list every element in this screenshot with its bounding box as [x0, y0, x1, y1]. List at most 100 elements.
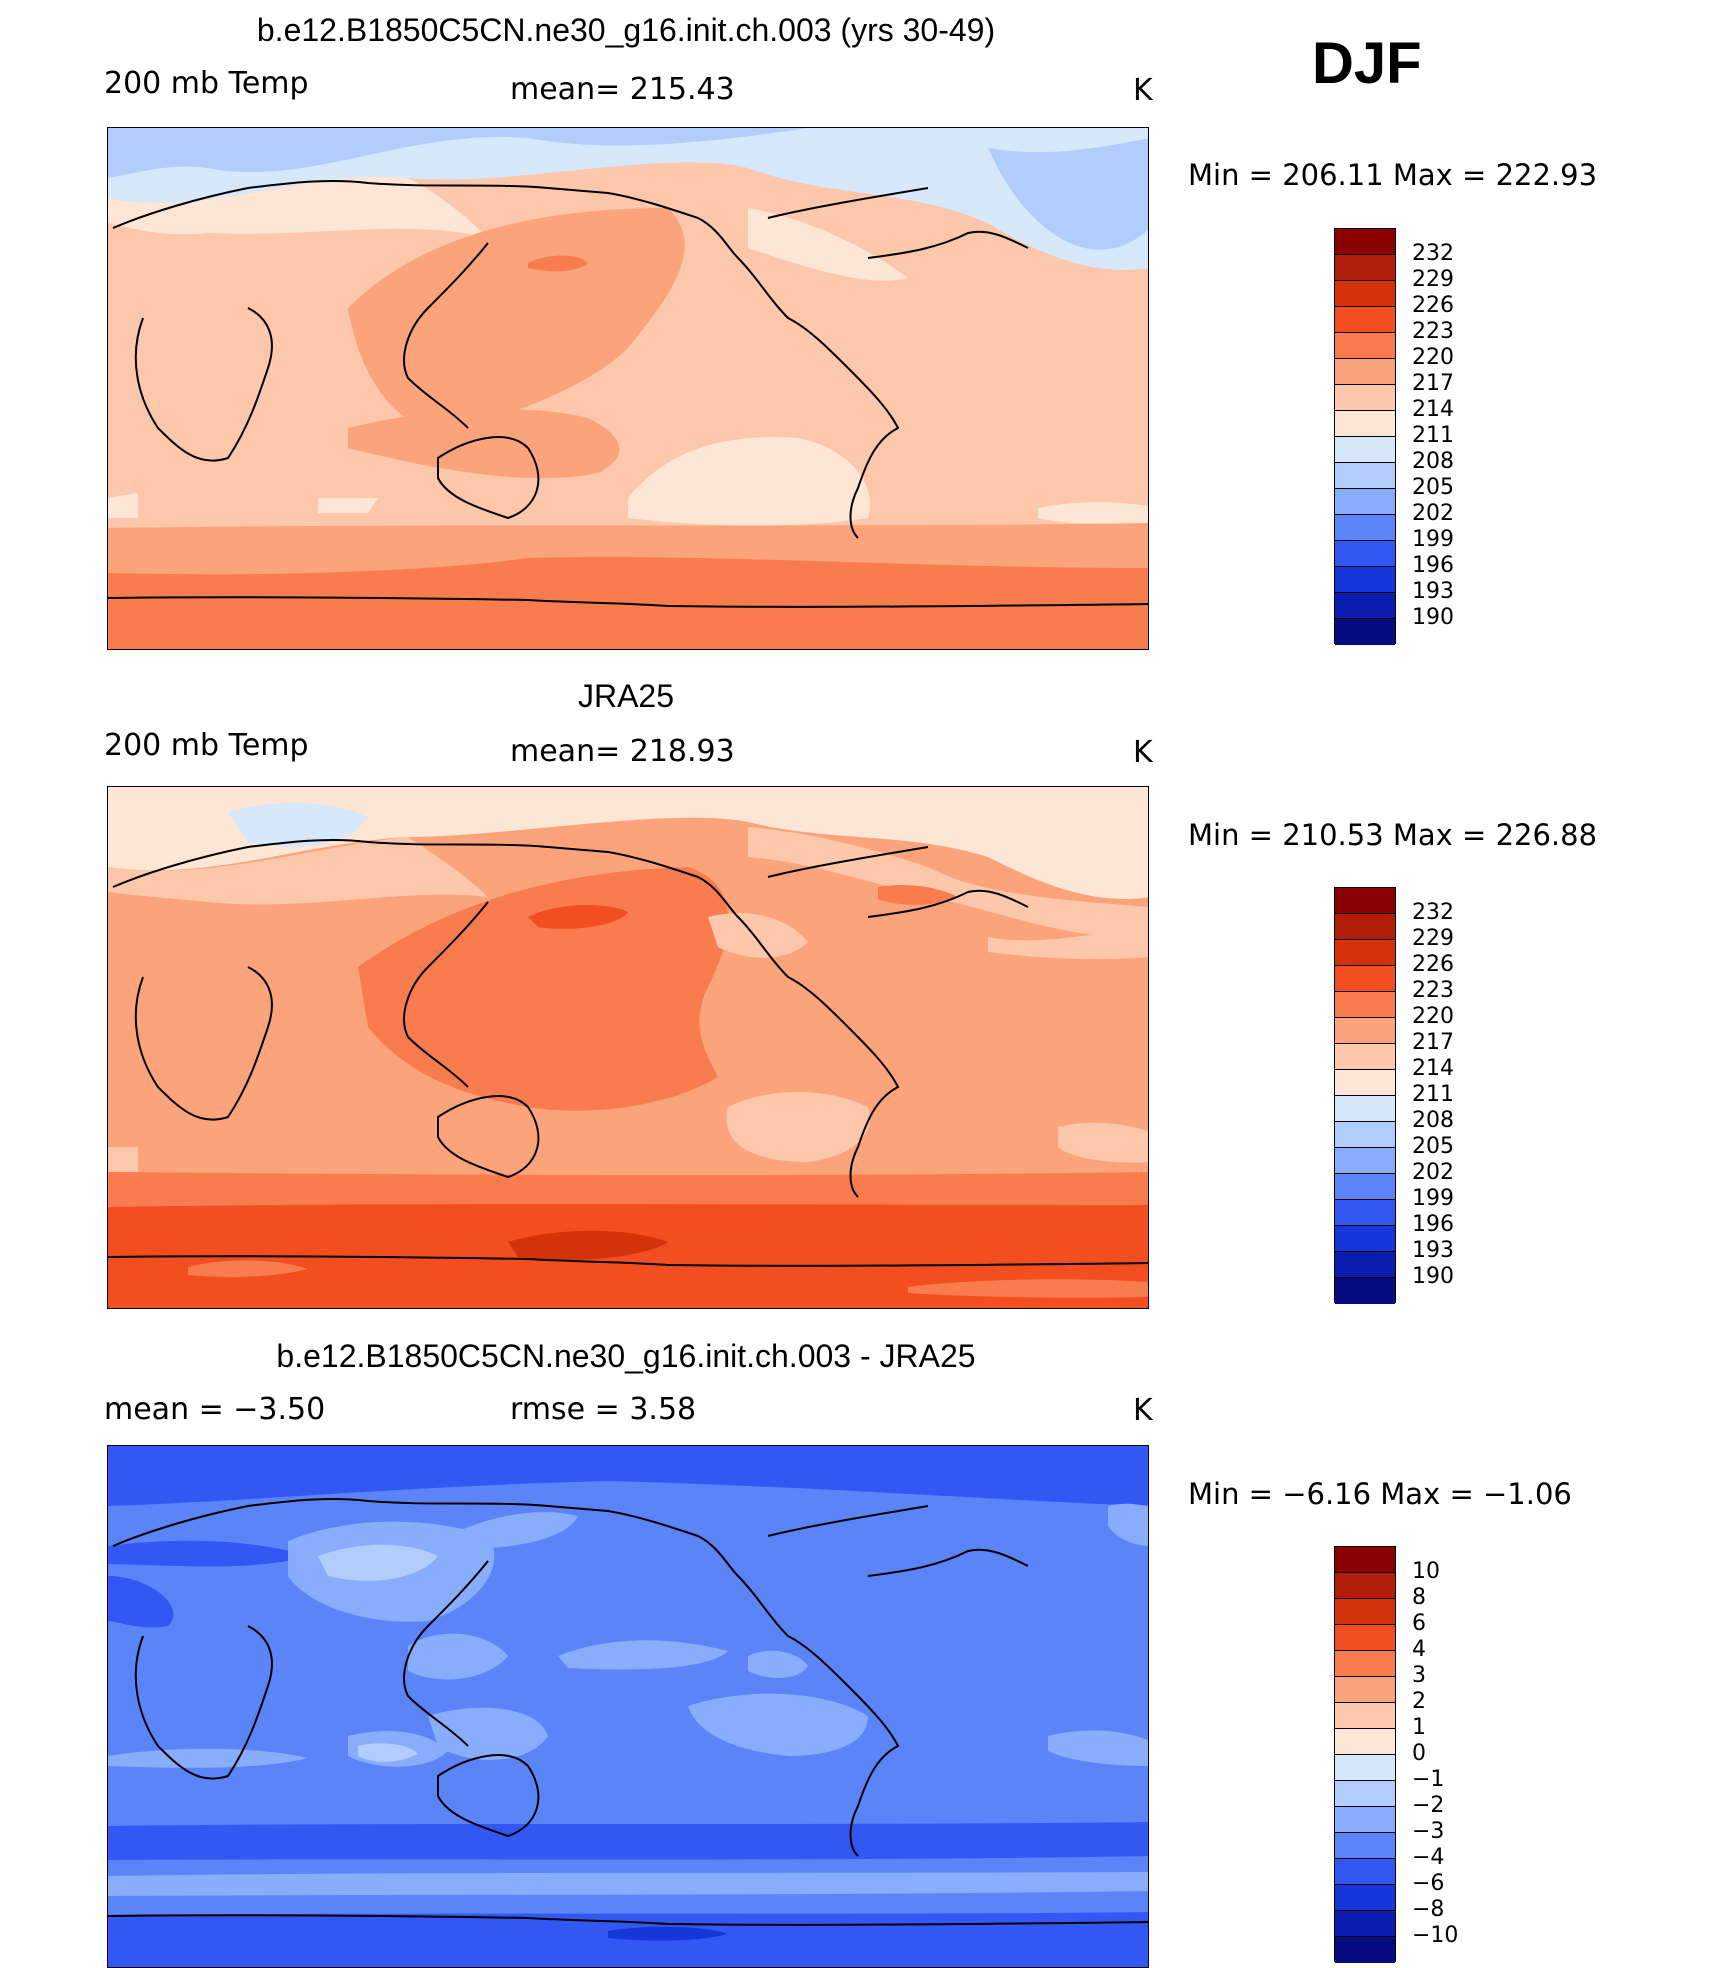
panel-2-map [107, 786, 1149, 1309]
panel-2-field-label: 200 mb Temp [104, 728, 309, 763]
colorbar-tick-label: −6 [1412, 1871, 1445, 1896]
panel-1-colorbar [1334, 228, 1396, 645]
colorbar-tick-label: 193 [1412, 1238, 1454, 1263]
colorbar-swatch [1335, 1677, 1395, 1703]
colorbar-tick-label: 208 [1412, 1108, 1454, 1133]
colorbar-swatch [1335, 255, 1395, 281]
colorbar-tick-label: −2 [1412, 1793, 1445, 1818]
colorbar-tick-label: 199 [1412, 1186, 1454, 1211]
colorbar-swatch [1335, 966, 1395, 992]
colorbar-swatch [1335, 489, 1395, 515]
colorbar-swatch [1335, 385, 1395, 411]
colorbar-swatch [1335, 359, 1395, 385]
colorbar-swatch [1335, 437, 1395, 463]
colorbar-swatch [1335, 1859, 1395, 1885]
panel-1-mean-label: mean= 215.43 [510, 72, 735, 107]
colorbar-swatch [1335, 1781, 1395, 1807]
colorbar-swatch [1335, 1018, 1395, 1044]
colorbar-tick-label: 223 [1412, 319, 1454, 344]
colorbar-tick-label: 217 [1412, 1030, 1454, 1055]
colorbar-tick-label: 214 [1412, 1056, 1454, 1081]
colorbar-tick-label: 220 [1412, 345, 1454, 370]
panel-2-units: K [1133, 735, 1153, 770]
colorbar-swatch [1335, 567, 1395, 593]
colorbar-swatch [1335, 1885, 1395, 1911]
panel-3-minmax: Min = −6.16 Max = −1.06 [1188, 1477, 1572, 1511]
colorbar-tick-label: −8 [1412, 1897, 1445, 1922]
colorbar-tick-label: 214 [1412, 397, 1454, 422]
colorbar-tick-label: 211 [1412, 1082, 1454, 1107]
colorbar-tick-label: 232 [1412, 241, 1454, 266]
colorbar-tick-label: 229 [1412, 926, 1454, 951]
colorbar-tick-label: 232 [1412, 900, 1454, 925]
panel-1-units: K [1133, 73, 1153, 108]
colorbar-swatch [1335, 1122, 1395, 1148]
colorbar-swatch [1335, 1911, 1395, 1937]
panel-3-mean-label: mean = −3.50 [104, 1392, 326, 1427]
panel-1-map [107, 127, 1149, 650]
colorbar-swatch [1335, 1148, 1395, 1174]
colorbar-tick-label: −10 [1412, 1923, 1459, 1948]
colorbar-swatch [1335, 1703, 1395, 1729]
colorbar-tick-label: 190 [1412, 1264, 1454, 1289]
colorbar-tick-label: 220 [1412, 1004, 1454, 1029]
colorbar-swatch [1335, 1755, 1395, 1781]
colorbar-swatch [1335, 1200, 1395, 1226]
colorbar-swatch [1335, 1573, 1395, 1599]
colorbar-tick-label: 208 [1412, 449, 1454, 474]
panel-3-title: b.e12.B1850C5CN.ne30_g16.init.ch.003 - J… [276, 1338, 976, 1374]
colorbar-tick-label: 211 [1412, 423, 1454, 448]
colorbar-tick-label: 196 [1412, 1212, 1454, 1237]
colorbar-tick-label: 3 [1412, 1663, 1426, 1688]
colorbar-tick-label: 0 [1412, 1741, 1426, 1766]
colorbar-tick-label: 229 [1412, 267, 1454, 292]
colorbar-swatch [1335, 1833, 1395, 1859]
colorbar-swatch [1335, 1547, 1395, 1573]
panel-1-minmax: Min = 206.11 Max = 222.93 [1188, 158, 1598, 192]
colorbar-swatch [1335, 1174, 1395, 1200]
colorbar-swatch [1335, 593, 1395, 619]
colorbar-swatch [1335, 1807, 1395, 1833]
colorbar-swatch [1335, 333, 1395, 359]
colorbar-swatch [1335, 229, 1395, 255]
colorbar-swatch [1335, 1729, 1395, 1755]
colorbar-tick-label: 223 [1412, 978, 1454, 1003]
panel-3-map [107, 1445, 1149, 1968]
panel-3-units: K [1133, 1393, 1153, 1428]
colorbar-swatch [1335, 281, 1395, 307]
colorbar-swatch [1335, 619, 1395, 645]
colorbar-swatch [1335, 1226, 1395, 1252]
panel-2-title: JRA25 [577, 678, 675, 714]
colorbar-swatch [1335, 1044, 1395, 1070]
colorbar-swatch [1335, 541, 1395, 567]
colorbar-swatch [1335, 940, 1395, 966]
colorbar-swatch [1335, 1096, 1395, 1122]
colorbar-tick-label: −1 [1412, 1767, 1445, 1792]
panel-2-minmax: Min = 210.53 Max = 226.88 [1188, 818, 1598, 852]
colorbar-swatch [1335, 1252, 1395, 1278]
panel-2-mean-label: mean= 218.93 [510, 734, 735, 769]
colorbar-tick-label: −4 [1412, 1845, 1445, 1870]
panel-3-rmse-label: rmse = 3.58 [510, 1392, 697, 1427]
colorbar-swatch [1335, 1070, 1395, 1096]
colorbar-tick-label: 2 [1412, 1689, 1426, 1714]
colorbar-swatch [1335, 515, 1395, 541]
colorbar-swatch [1335, 914, 1395, 940]
colorbar-swatch [1335, 1625, 1395, 1651]
colorbar-tick-label: 205 [1412, 1134, 1454, 1159]
season-label: DJF [1312, 31, 1422, 96]
colorbar-tick-label: 190 [1412, 605, 1454, 630]
colorbar-tick-label: −3 [1412, 1819, 1445, 1844]
colorbar-swatch [1335, 888, 1395, 914]
colorbar-swatch [1335, 1599, 1395, 1625]
colorbar-swatch [1335, 1651, 1395, 1677]
colorbar-tick-label: 226 [1412, 952, 1454, 977]
colorbar-tick-label: 1 [1412, 1715, 1426, 1740]
panel-3-colorbar [1334, 1546, 1396, 1963]
panel-1-title: b.e12.B1850C5CN.ne30_g16.init.ch.003 (yr… [256, 12, 996, 48]
panel-2-colorbar [1334, 887, 1396, 1304]
colorbar-swatch [1335, 411, 1395, 437]
colorbar-swatch [1335, 307, 1395, 333]
colorbar-tick-label: 226 [1412, 293, 1454, 318]
colorbar-swatch [1335, 992, 1395, 1018]
